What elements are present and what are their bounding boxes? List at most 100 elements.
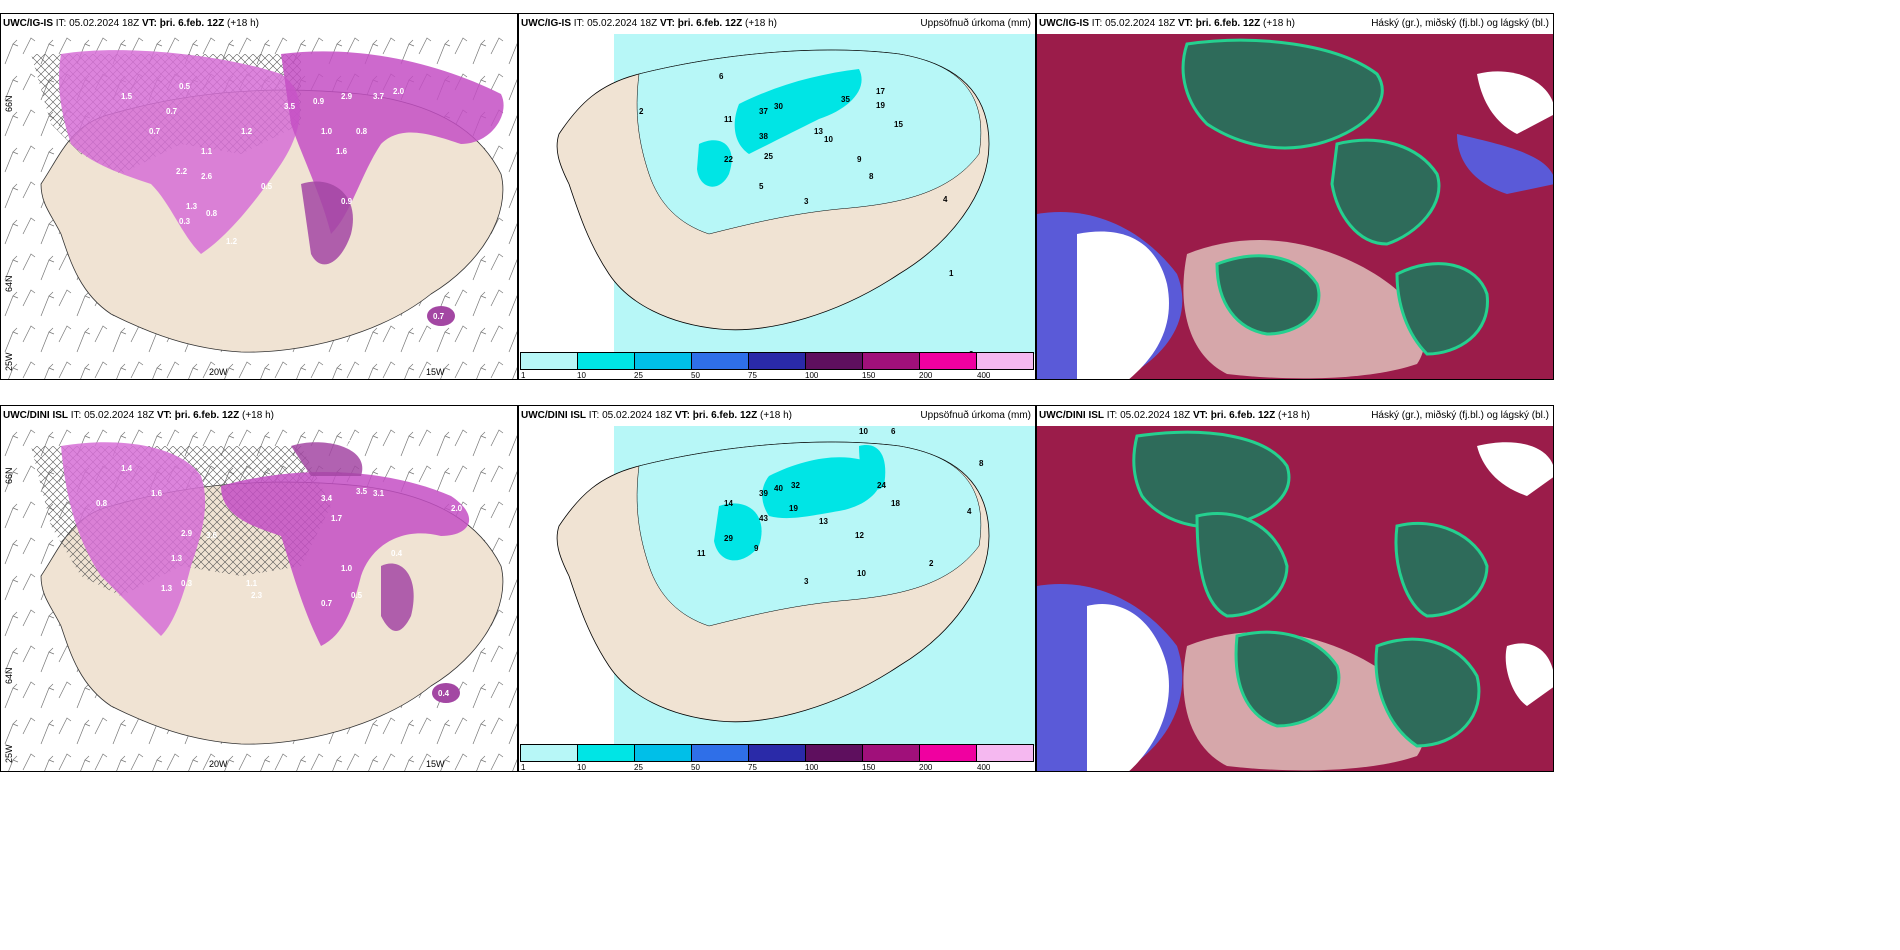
svg-text:3: 3 [804,197,809,206]
snow-panel-top: UWC/IG-IS IT: 05.02.2024 18Z VT: þri. 6.… [0,13,518,380]
svg-text:38: 38 [759,132,768,141]
svg-text:40: 40 [774,484,783,493]
mid-cloud-area-east [1330,138,1441,246]
cb-swatch-2 [578,353,635,369]
svg-text:18: 18 [891,499,900,508]
svg-text:2.2: 2.2 [176,167,188,176]
svg-text:0.5: 0.5 [261,182,273,191]
svg-text:19: 19 [789,504,798,513]
mid-cloud-area-south [1234,630,1341,728]
precip-values-group: 10 6 14 39 40 32 24 18 29 43 19 13 12 9 … [697,427,984,586]
precip-map-top: 6 11 37 30 35 17 19 15 22 13 38 25 10 9 … [556,34,1035,354]
svg-text:1.3: 1.3 [171,554,183,563]
lon-label-20w: 20W [209,367,228,377]
cb-swatch-7 [863,353,920,369]
svg-text:12: 12 [855,531,864,540]
mid-cloud-area-center [1195,511,1289,618]
snow-area-north-2 [291,442,363,476]
mid-cloud-area-southeast [1374,637,1481,748]
cb-swatch-6 [806,353,863,369]
svg-text:14: 14 [724,499,733,508]
panel-title: UWC/IG-IS IT: 05.02.2024 18Z VT: þri. 6.… [1039,18,1295,29]
cb-swatch-2 [578,745,635,761]
snow-area-west [59,50,300,254]
svg-text:13: 13 [814,127,823,136]
cb-tick: 50 [691,763,700,772]
svg-text:0.3: 0.3 [179,217,191,226]
svg-text:0.7: 0.7 [149,127,161,136]
svg-text:10: 10 [859,427,868,436]
svg-text:2.9: 2.9 [181,529,193,538]
svg-text:1.4: 1.4 [121,464,133,473]
cb-swatch-6 [806,745,863,761]
svg-text:6: 6 [719,72,724,81]
svg-text:13: 13 [819,517,828,526]
svg-text:37: 37 [759,107,768,116]
svg-text:0.8: 0.8 [356,127,368,136]
lat-label-25w: 25W [4,352,14,371]
lat-label-25w: 25W [4,744,14,763]
clear-area [1087,604,1169,771]
svg-text:2.9: 2.9 [341,92,353,101]
svg-text:2: 2 [929,559,934,568]
svg-text:3.7: 3.7 [373,92,385,101]
cb-tick: 75 [748,371,757,380]
svg-text:2.3: 2.3 [251,591,263,600]
svg-text:1.2: 1.2 [226,237,238,246]
svg-text:29: 29 [724,534,733,543]
svg-text:10: 10 [857,569,866,578]
cloud-map-bottom [1037,426,1553,771]
cb-tick: 50 [691,371,700,380]
svg-text:4: 4 [943,195,948,204]
svg-text:3.4: 3.4 [321,494,333,503]
cb-tick: 150 [862,371,876,380]
mid-cloud-area-southeast [1395,262,1489,356]
precip-panel-top: UWC/IG-IS IT: 05.02.2024 18Z VT: þri. 6.… [518,13,1036,380]
snow-area-east [381,563,414,631]
cb-swatch-8 [920,353,977,369]
svg-text:5: 5 [759,182,764,191]
panel-field-label: Háský (gr.), miðský (fj.bl.) og lágský (… [1371,410,1549,421]
svg-text:6: 6 [891,427,896,436]
snow-values-group: 0.5 0.7 1.5 2.9 3.7 2.0 3.5 0.9 1.2 1.0 … [121,82,405,246]
snow-area-north [221,472,470,646]
cloud-map-top [1037,34,1553,379]
panel-title: UWC/DINI ISL IT: 05.02.2024 18Z VT: þri.… [3,410,274,421]
svg-text:1.1: 1.1 [201,147,213,156]
panel-title: UWC/IG-IS IT: 05.02.2024 18Z VT: þri. 6.… [521,18,777,29]
svg-text:11: 11 [724,115,733,124]
svg-text:24: 24 [877,481,886,490]
svg-text:1: 1 [949,269,954,278]
precip-light-area [636,441,982,627]
svg-text:9: 9 [754,544,759,553]
svg-text:0.9: 0.9 [313,97,325,106]
precip-colorbar: 1 10 25 50 75 100 150 200 400 [520,744,1034,772]
panel-title: UWC/DINI ISL IT: 05.02.2024 18Z VT: þri.… [1039,410,1310,421]
svg-text:0.8: 0.8 [206,209,218,218]
cb-swatch-9 [977,745,1033,761]
clear-area-east [1505,643,1553,706]
precip-heavy-area-3 [859,445,886,490]
svg-text:0.4: 0.4 [391,549,403,558]
svg-text:2.6: 2.6 [201,172,213,181]
lon-label-20w: 20W [209,759,228,769]
svg-text:11: 11 [697,549,706,558]
cb-tick: 200 [919,763,933,772]
cloud-panel-bottom: UWC/DINI ISL IT: 05.02.2024 18Z VT: þri.… [1036,405,1554,772]
cb-tick: 75 [748,763,757,772]
svg-text:15: 15 [894,120,903,129]
cb-swatch-8 [920,745,977,761]
cb-swatch-1 [521,353,578,369]
svg-text:1.3: 1.3 [186,202,198,211]
snow-map-bottom: 0.4 2.5 1.4 1.6 0.8 3.5 3.4 3.1 2.0 1.7 … [1,426,517,771]
svg-text:25: 25 [764,152,773,161]
cb-swatch-9 [977,353,1033,369]
svg-text:2.0: 2.0 [451,504,463,513]
cb-tick: 10 [577,763,586,772]
precip-map-bottom: 10 6 14 39 40 32 24 18 29 43 19 13 12 9 … [556,426,1035,746]
svg-text:0.5: 0.5 [179,82,191,91]
snow-values-group: 2.5 1.4 1.6 0.8 3.5 3.4 3.1 2.0 1.7 1.0 … [96,439,463,608]
low-cloud-area-east [1457,134,1553,194]
svg-text:19: 19 [876,101,885,110]
svg-text:8: 8 [869,172,874,181]
